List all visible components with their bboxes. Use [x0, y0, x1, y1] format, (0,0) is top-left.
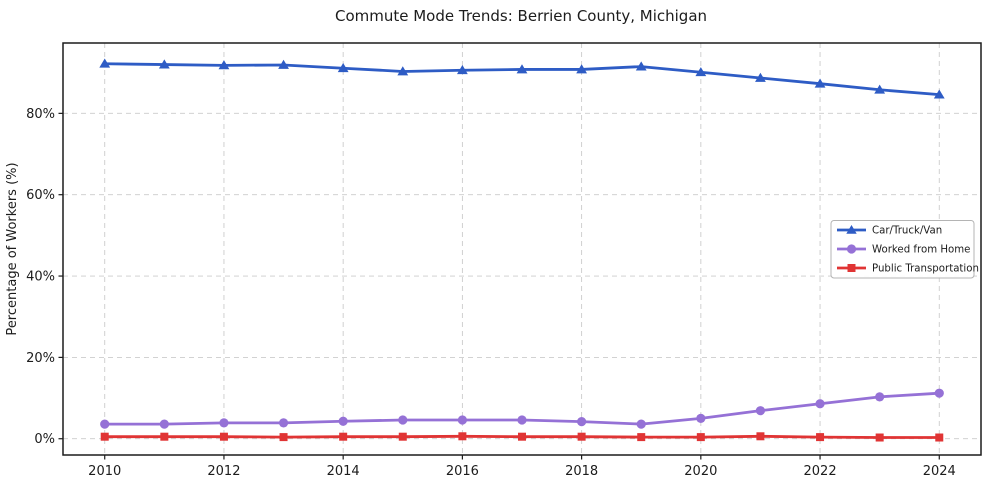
data-point: [398, 432, 407, 441]
y-axis-label: Percentage of Workers (%): [5, 162, 20, 335]
x-tick-label: 2022: [804, 464, 837, 479]
data-point: [516, 64, 528, 74]
chart-title: Commute Mode Trends: Berrien County, Mic…: [335, 7, 707, 25]
data-point: [756, 432, 765, 441]
legend: Car/Truck/Van Worked from Home Public Tran…: [830, 220, 979, 279]
data-point: [637, 433, 646, 442]
data-point: [279, 433, 288, 442]
data-point: [933, 89, 945, 99]
x-tick-label: 2020: [684, 464, 717, 479]
data-point: [935, 433, 944, 442]
data-point: [577, 432, 586, 441]
legend-marker-triangle: [846, 225, 857, 234]
data-point: [814, 78, 826, 88]
data-point: [517, 415, 527, 425]
data-point: [99, 58, 111, 68]
plot-border: [62, 42, 982, 456]
data-point: [457, 415, 467, 425]
y-tick-label: 60%: [26, 188, 55, 203]
data-point: [219, 432, 228, 441]
data-point: [338, 416, 348, 426]
data-point: [934, 388, 944, 398]
data-point: [278, 59, 289, 69]
x-tick-label: 2018: [565, 464, 598, 479]
data-point: [100, 419, 110, 429]
y-tick-label: 20%: [26, 351, 55, 366]
y-tick-label: 80%: [26, 107, 55, 122]
legend-marker-square: [847, 264, 856, 272]
x-tick-label: 2010: [88, 464, 121, 479]
data-point: [577, 417, 587, 427]
data-point: [755, 406, 766, 416]
data-point: [635, 61, 647, 71]
y-tick-label: 40%: [26, 270, 55, 285]
legend-entry-label: Public Transportation: [872, 264, 979, 275]
x-tick-label: 2012: [207, 464, 240, 479]
data-point: [456, 65, 468, 75]
data-point: [875, 433, 884, 442]
data-point: [518, 432, 526, 441]
data-point: [397, 66, 409, 76]
data-point: [875, 392, 885, 402]
legend-entry-label: Car/Truck/Van: [872, 226, 942, 237]
legend-marker-circle: [846, 244, 857, 254]
data-point: [636, 419, 646, 429]
data-point: [219, 418, 229, 428]
data-point: [458, 432, 467, 441]
data-point: [696, 433, 705, 442]
data-point: [218, 60, 230, 70]
data-point: [100, 432, 109, 441]
data-point: [695, 67, 707, 77]
data-point: [755, 72, 766, 82]
x-tick-label: 2016: [446, 464, 479, 479]
data-point: [159, 419, 169, 429]
data-point: [696, 413, 706, 423]
legend-box: [830, 220, 975, 279]
data-point: [160, 432, 169, 441]
data-point: [339, 432, 348, 441]
data-point: [874, 84, 886, 94]
data-point: [576, 64, 588, 74]
data-point: [816, 433, 825, 442]
axes-layer: 0% 20% 40% 60% 80% 2010 2012 2014 2016 2018 2020 20…: [26, 42, 982, 479]
x-tick-label: 2024: [923, 464, 956, 479]
data-point: [398, 415, 408, 425]
x-tick-label: 2014: [327, 464, 360, 479]
data-point: [158, 59, 170, 69]
grid-layer: [63, 43, 981, 455]
data-point: [278, 418, 289, 428]
data-point: [815, 399, 825, 409]
legend-entry-label: Worked from Home: [872, 245, 970, 256]
data-point: [337, 63, 349, 73]
y-tick-label: 0%: [34, 432, 55, 447]
series-layer: [99, 58, 945, 442]
